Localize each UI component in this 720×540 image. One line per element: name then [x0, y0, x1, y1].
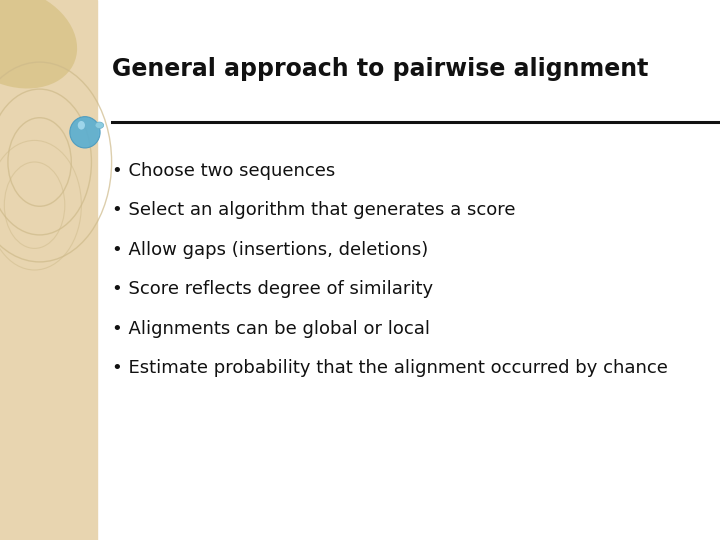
Text: • Estimate probability that the alignment occurred by chance: • Estimate probability that the alignmen…: [112, 359, 667, 377]
Ellipse shape: [78, 121, 85, 130]
Text: • Select an algorithm that generates a score: • Select an algorithm that generates a s…: [112, 201, 515, 219]
Ellipse shape: [0, 0, 77, 89]
Ellipse shape: [70, 117, 100, 148]
Text: • Choose two sequences: • Choose two sequences: [112, 162, 335, 180]
Text: • Score reflects degree of similarity: • Score reflects degree of similarity: [112, 280, 433, 298]
Circle shape: [95, 122, 104, 129]
Text: • Alignments can be global or local: • Alignments can be global or local: [112, 320, 430, 338]
Text: General approach to pairwise alignment: General approach to pairwise alignment: [112, 57, 648, 80]
Bar: [0, 0, 97, 540]
Text: • Allow gaps (insertions, deletions): • Allow gaps (insertions, deletions): [112, 241, 428, 259]
